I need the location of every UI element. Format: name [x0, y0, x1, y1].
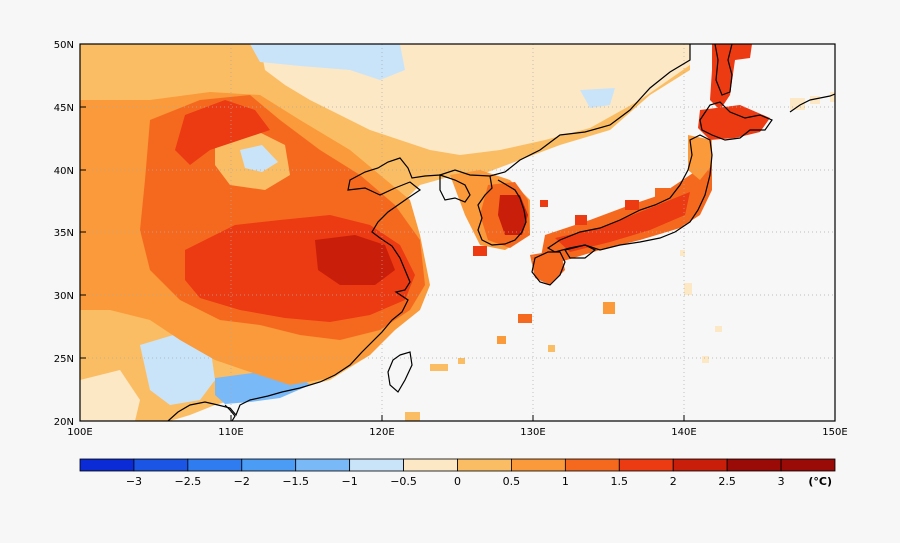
lat-tick-label: 25N — [54, 354, 74, 365]
field-pixel — [680, 250, 685, 256]
field-neg0p5-0-b — [250, 44, 405, 80]
colorbar-box — [780, 458, 836, 472]
field-pixel — [405, 412, 420, 421]
field-pixel — [548, 345, 555, 352]
coastline-shandong — [439, 174, 471, 203]
colorbar-tick-label: −1.5 — [282, 475, 309, 488]
colorbar-box — [618, 458, 674, 472]
colorbar-box — [403, 458, 458, 472]
coastline-hokkaido — [699, 101, 773, 141]
colorbar — [79, 458, 836, 472]
lat-tick-label: 40N — [54, 166, 74, 177]
field-neg0p5-0-d — [580, 88, 615, 108]
field-pixel — [458, 358, 465, 364]
colorbar-box — [726, 458, 782, 472]
colorbar-box — [79, 458, 135, 472]
field-pixel — [684, 283, 692, 295]
field-pixel — [575, 215, 587, 225]
colorbar-box — [349, 458, 404, 472]
field-sakhalin — [710, 44, 752, 110]
coastline-sakhalin — [714, 44, 733, 96]
coastline-kyushu — [531, 251, 566, 286]
colorbar-unit-label: (°C) — [808, 475, 832, 488]
lon-axis — [79, 415, 836, 421]
gridlines — [80, 44, 835, 421]
lat-tick-label: 20N — [54, 417, 74, 428]
temperature-anomaly-field — [80, 44, 835, 421]
coastline-honshu — [546, 134, 713, 253]
colorbar-labels: −3 −2.5 −2 −1.5 −1 −0.5 0 0.5 1 1.5 2 2.5 3 — [126, 475, 785, 488]
colorbar-box — [564, 458, 620, 472]
colorbar-box — [511, 458, 566, 472]
field-japan-hot — [555, 192, 690, 252]
coastline-korea — [477, 175, 527, 246]
field-2-2p5-north — [175, 100, 270, 165]
coastline-mainland — [167, 44, 691, 421]
field-north-japan — [688, 135, 712, 180]
field-pixel — [702, 356, 709, 363]
field-pixel — [715, 326, 722, 332]
colorbar-tick-label: −2.5 — [174, 475, 201, 488]
colorbar-tick-label: 3 — [778, 475, 785, 488]
coastlines — [167, 44, 835, 421]
colorbar-tick-label: −3 — [126, 475, 142, 488]
lat-axis — [80, 43, 86, 422]
field-pixel — [497, 336, 506, 344]
coastline-kuril — [789, 93, 835, 113]
field-pixel — [810, 96, 820, 104]
lon-tick-label: 150E — [822, 427, 847, 438]
colorbar-box — [187, 458, 243, 472]
field-pixel — [625, 200, 639, 210]
field-pixel — [540, 200, 548, 207]
field-japan-kyushu — [530, 250, 565, 285]
lat-tick-label: 35N — [54, 228, 74, 239]
colorbar-tick-label: 0.5 — [503, 475, 521, 488]
colorbar-tick-label: 0 — [454, 475, 461, 488]
colorbar-tick-label: 2 — [670, 475, 677, 488]
lat-tick-label: 50N — [54, 40, 74, 51]
lat-tick-label: 45N — [54, 103, 74, 114]
lon-tick-label: 130E — [520, 427, 545, 438]
lon-tick-label: 110E — [218, 427, 243, 438]
colorbar-box — [672, 458, 728, 472]
field-hokkaido — [698, 105, 770, 140]
lat-tick-label: 30N — [54, 291, 74, 302]
colorbar-tick-label: −2 — [234, 475, 250, 488]
colorbar-tick-label: 1 — [562, 475, 569, 488]
colorbar-box — [133, 458, 189, 472]
colorbar-tick-label: 1.5 — [611, 475, 629, 488]
lon-tick-label: 120E — [369, 427, 394, 438]
field-pale-edge-sw — [80, 370, 140, 421]
field-pixel — [603, 302, 615, 314]
field-hole-core — [240, 145, 278, 172]
colorbar-tick-label: −0.5 — [390, 475, 417, 488]
coastline-taiwan — [387, 351, 413, 393]
field-pixel — [790, 98, 805, 110]
colorbar-tick-label: −1 — [342, 475, 358, 488]
field-pixel — [655, 188, 670, 198]
field-pixel — [430, 364, 448, 371]
lon-tick-label: 100E — [67, 427, 92, 438]
field-pixel — [518, 314, 532, 323]
lon-tick-label: 140E — [671, 427, 696, 438]
colorbar-tick-label: 2.5 — [718, 475, 736, 488]
field-2p5-3 — [315, 235, 395, 285]
colorbar-box — [457, 458, 512, 472]
field-pixel — [830, 92, 835, 102]
colorbar-box — [241, 458, 297, 472]
field-korea-hot — [498, 195, 528, 235]
colorbar-box — [295, 458, 351, 472]
field-pixel — [473, 246, 487, 256]
coastline-hainan — [224, 404, 236, 421]
